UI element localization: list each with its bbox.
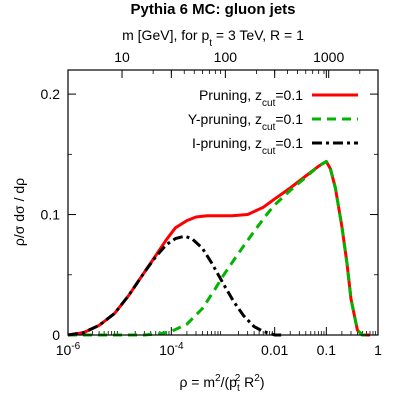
- top-tick-label: 1000: [313, 49, 344, 65]
- series-line-1: [67, 160, 370, 337]
- y-tick-label: 0.2: [41, 86, 61, 102]
- legend-label: Pruning, zcut=0.1: [199, 87, 303, 109]
- x-axis-ticks: 10-6 10-4 0.01 0.1 1: [56, 70, 382, 358]
- chart-title: Pythia 6 MC: gluon jets: [130, 1, 295, 18]
- y-tick-label: 0: [52, 327, 60, 343]
- y-axis-label: ρ/σ dσ / dρ: [11, 178, 27, 246]
- legend-label: Y-pruning, zcut=0.1: [188, 111, 303, 133]
- y-axis-ticks: 0 0.1 0.2: [41, 86, 378, 343]
- series-layer: [67, 160, 370, 337]
- x-axis-label: ρ = m2/(pt2 R2): [179, 373, 264, 394]
- legend: Pruning, zcut=0.1Y-pruning, zcut=0.1I-pr…: [188, 87, 358, 157]
- top-tick-label: 100: [214, 49, 238, 65]
- legend-label: I-pruning, zcut=0.1: [192, 135, 303, 157]
- series-line-3: [67, 234, 284, 337]
- x-tick-label: 0.01: [261, 342, 288, 358]
- top-axis-label: m [GeV], for pt = 3 TeV, R = 1: [122, 27, 304, 49]
- x-tick-label: 10-4: [159, 341, 184, 358]
- top-axis-ticks: 10 100 1000: [114, 49, 361, 78]
- plot-frame: [67, 69, 379, 336]
- x-tick-label: 10-6: [56, 341, 81, 358]
- top-tick-label: 10: [114, 49, 130, 65]
- y-tick-label: 0.1: [41, 207, 61, 223]
- x-tick-label: 1: [374, 342, 382, 358]
- series-line-2: [68, 160, 370, 337]
- x-tick-label: 0.1: [317, 342, 337, 358]
